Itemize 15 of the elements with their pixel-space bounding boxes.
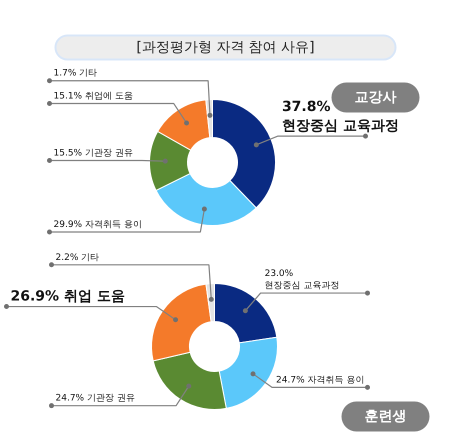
data-label: 37.8% (282, 98, 331, 115)
slice-label: 26.9% 취업 도움 (10, 288, 125, 305)
slice-label: 15.5% 기관장 권유 (54, 148, 133, 159)
slice-label: 15.1% 취업에 도움 (54, 92, 133, 102)
slice-label: 현장중심 교육과정 (282, 118, 399, 134)
text: 교강사 (354, 90, 396, 106)
slice-label: 1.7% 기타 (54, 68, 98, 79)
chart-title: [과정평가형 자격 참여 사유] (136, 40, 315, 56)
text: 훈련생 (364, 408, 406, 424)
slice-label: 29.9% 자격취득 용이 (54, 220, 142, 230)
slice-label: 24.7% 자격취득 용이 (276, 375, 364, 386)
data-label: 23.0% (264, 269, 294, 280)
slice-label: 24.7% 기관장 권유 (56, 394, 135, 404)
slice-label: 2.2% 기타 (56, 252, 100, 263)
slice-label: 현장중심 교육과정 (264, 281, 340, 292)
